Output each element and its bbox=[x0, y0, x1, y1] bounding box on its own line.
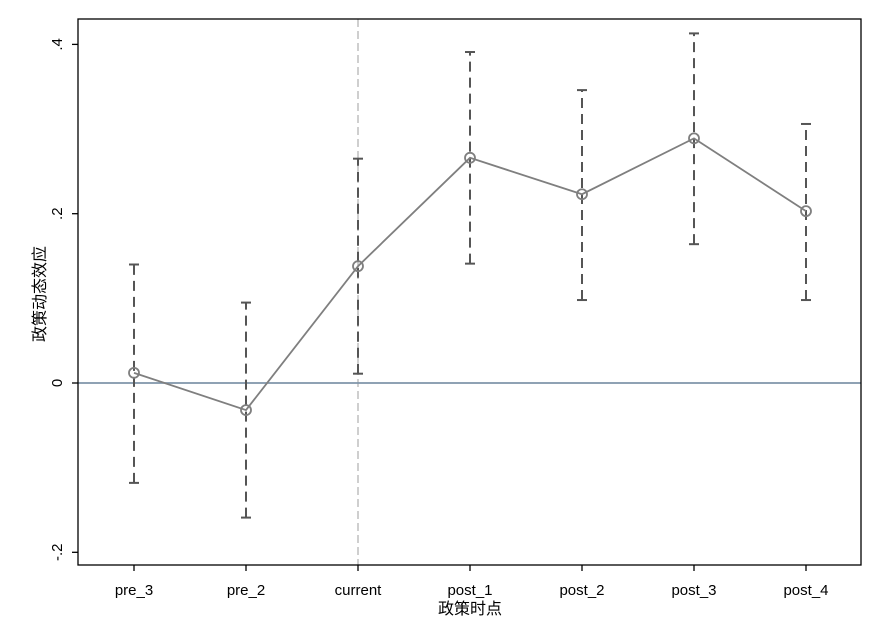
y-tick-label: -.2 bbox=[49, 544, 66, 562]
y-axis: -.2 0 .2 .4 bbox=[49, 38, 78, 561]
x-tick-label: post_2 bbox=[559, 582, 604, 599]
data-point-pre_2 bbox=[240, 404, 252, 416]
x-tick-label: post_1 bbox=[447, 582, 492, 599]
x-axis: pre_3 pre_2 current post_1 post_2 post_3 post_… bbox=[115, 565, 829, 599]
data-point-post_1 bbox=[464, 151, 476, 164]
y-tick-label: .4 bbox=[49, 38, 66, 51]
x-tick-label: pre_3 bbox=[115, 582, 153, 599]
series-line bbox=[133, 137, 807, 412]
reference-lines bbox=[78, 19, 861, 565]
data-point-post_4 bbox=[800, 205, 812, 218]
x-tick-label: post_3 bbox=[671, 582, 716, 599]
y-axis-title: 政策动态效应 bbox=[30, 246, 49, 342]
x-axis-title: 政策时点 bbox=[438, 600, 502, 618]
confidence-intervals bbox=[129, 32, 811, 519]
y-tick-label: .2 bbox=[49, 207, 66, 220]
data-point-current bbox=[352, 260, 364, 273]
x-tick-label: current bbox=[335, 582, 383, 599]
series-line-group bbox=[133, 137, 807, 412]
data-point-post_3 bbox=[688, 132, 700, 145]
data-points bbox=[128, 132, 812, 416]
data-point-post_2 bbox=[576, 188, 588, 201]
y-tick-label: 0 bbox=[49, 379, 66, 387]
data-point-pre_3 bbox=[128, 366, 140, 379]
x-tick-label: pre_2 bbox=[227, 582, 265, 599]
x-tick-label: post_4 bbox=[783, 582, 828, 599]
